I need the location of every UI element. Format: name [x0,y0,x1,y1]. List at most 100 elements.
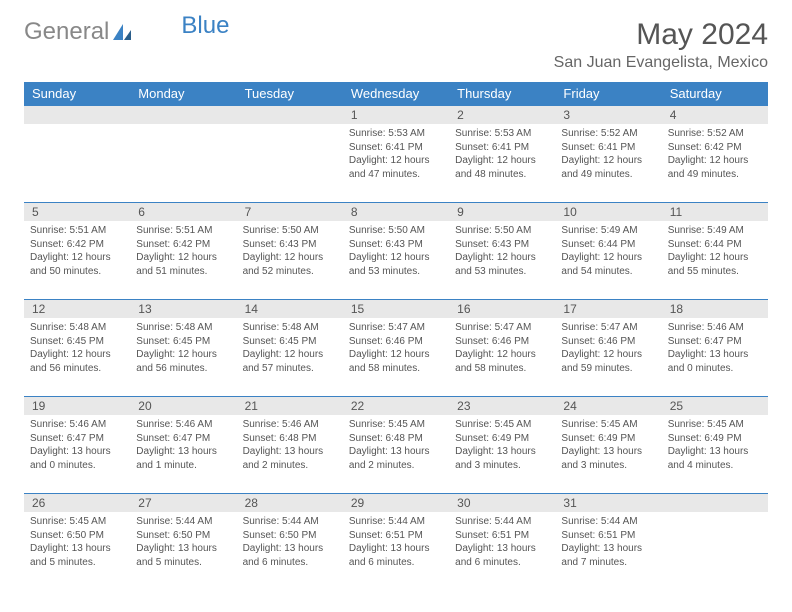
day-cell: Sunrise: 5:47 AMSunset: 6:46 PMDaylight:… [555,318,661,396]
sunrise-text: Sunrise: 5:44 AM [243,515,337,529]
daylight-text: Daylight: 12 hoursand 50 minutes. [30,251,124,278]
calendar-body: 1234Sunrise: 5:53 AMSunset: 6:41 PMDayli… [24,105,768,590]
daylight-text: Daylight: 12 hoursand 47 minutes. [349,154,443,181]
sunrise-text: Sunrise: 5:44 AM [136,515,230,529]
day-cell: Sunrise: 5:44 AMSunset: 6:50 PMDaylight:… [237,512,343,590]
daynum-row: 1234 [24,105,768,124]
daylight-text: Daylight: 13 hoursand 6 minutes. [455,542,549,569]
daylight-text: Daylight: 12 hoursand 49 minutes. [561,154,655,181]
sunset-text: Sunset: 6:45 PM [30,335,124,349]
sunrise-text: Sunrise: 5:44 AM [455,515,549,529]
day-number: 5 [24,203,130,221]
day-cell: Sunrise: 5:53 AMSunset: 6:41 PMDaylight:… [343,124,449,202]
daylight-text: Daylight: 12 hoursand 53 minutes. [349,251,443,278]
day-number: 19 [24,397,130,415]
daylight-text: Daylight: 12 hoursand 55 minutes. [668,251,762,278]
brand-part2: Blue [181,12,229,40]
sunset-text: Sunset: 6:47 PM [668,335,762,349]
day-number [24,106,130,124]
sunset-text: Sunset: 6:44 PM [561,238,655,252]
daylight-text: Daylight: 13 hoursand 0 minutes. [30,445,124,472]
day-number: 26 [24,494,130,512]
day-number: 18 [662,300,768,318]
daylight-text: Daylight: 12 hoursand 58 minutes. [455,348,549,375]
day-number: 25 [662,397,768,415]
day-cell [237,124,343,202]
day-number: 14 [237,300,343,318]
sunset-text: Sunset: 6:46 PM [349,335,443,349]
sunrise-text: Sunrise: 5:49 AM [561,224,655,238]
page-header: General Blue May 2024 San Juan Evangelis… [24,18,768,72]
day-cell: Sunrise: 5:49 AMSunset: 6:44 PMDaylight:… [662,221,768,299]
daylight-text: Daylight: 12 hoursand 56 minutes. [136,348,230,375]
day-number [237,106,343,124]
sunrise-text: Sunrise: 5:53 AM [349,127,443,141]
sunrise-text: Sunrise: 5:51 AM [136,224,230,238]
sunset-text: Sunset: 6:41 PM [349,141,443,155]
day-cell: Sunrise: 5:46 AMSunset: 6:48 PMDaylight:… [237,415,343,493]
weekday-label: Friday [555,82,661,105]
daylight-text: Daylight: 12 hoursand 53 minutes. [455,251,549,278]
day-cell: Sunrise: 5:51 AMSunset: 6:42 PMDaylight:… [130,221,236,299]
day-cell: Sunrise: 5:44 AMSunset: 6:51 PMDaylight:… [555,512,661,590]
day-cell [662,512,768,590]
sunrise-text: Sunrise: 5:46 AM [30,418,124,432]
sunrise-text: Sunrise: 5:48 AM [30,321,124,335]
sunset-text: Sunset: 6:48 PM [349,432,443,446]
day-number: 20 [130,397,236,415]
day-cell: Sunrise: 5:46 AMSunset: 6:47 PMDaylight:… [24,415,130,493]
sunset-text: Sunset: 6:48 PM [243,432,337,446]
sunrise-text: Sunrise: 5:44 AM [561,515,655,529]
day-number: 9 [449,203,555,221]
sunset-text: Sunset: 6:49 PM [668,432,762,446]
daylight-text: Daylight: 12 hoursand 51 minutes. [136,251,230,278]
day-number: 13 [130,300,236,318]
day-number: 16 [449,300,555,318]
day-cell: Sunrise: 5:47 AMSunset: 6:46 PMDaylight:… [449,318,555,396]
sunset-text: Sunset: 6:41 PM [455,141,549,155]
month-title: May 2024 [554,18,768,52]
day-number: 30 [449,494,555,512]
daylight-text: Daylight: 13 hoursand 6 minutes. [243,542,337,569]
daylight-text: Daylight: 13 hoursand 2 minutes. [243,445,337,472]
day-number: 4 [662,106,768,124]
sunset-text: Sunset: 6:46 PM [455,335,549,349]
daylight-text: Daylight: 12 hoursand 58 minutes. [349,348,443,375]
title-block: May 2024 San Juan Evangelista, Mexico [554,18,768,72]
week-row: Sunrise: 5:46 AMSunset: 6:47 PMDaylight:… [24,415,768,493]
logo-sail-icon [111,22,133,42]
daylight-text: Daylight: 12 hoursand 57 minutes. [243,348,337,375]
daynum-row: 262728293031 [24,493,768,512]
weekday-label: Tuesday [237,82,343,105]
sunset-text: Sunset: 6:42 PM [136,238,230,252]
sunrise-text: Sunrise: 5:52 AM [561,127,655,141]
day-number: 23 [449,397,555,415]
daylight-text: Daylight: 13 hoursand 6 minutes. [349,542,443,569]
day-cell: Sunrise: 5:44 AMSunset: 6:51 PMDaylight:… [343,512,449,590]
sunset-text: Sunset: 6:51 PM [561,529,655,543]
sunrise-text: Sunrise: 5:48 AM [136,321,230,335]
day-number: 27 [130,494,236,512]
daylight-text: Daylight: 13 hoursand 4 minutes. [668,445,762,472]
day-number: 6 [130,203,236,221]
daylight-text: Daylight: 13 hoursand 1 minute. [136,445,230,472]
sunrise-text: Sunrise: 5:47 AM [455,321,549,335]
sunset-text: Sunset: 6:44 PM [668,238,762,252]
sunrise-text: Sunrise: 5:45 AM [668,418,762,432]
sunset-text: Sunset: 6:41 PM [561,141,655,155]
day-cell: Sunrise: 5:44 AMSunset: 6:51 PMDaylight:… [449,512,555,590]
day-cell: Sunrise: 5:46 AMSunset: 6:47 PMDaylight:… [130,415,236,493]
daylight-text: Daylight: 13 hoursand 7 minutes. [561,542,655,569]
sunrise-text: Sunrise: 5:50 AM [349,224,443,238]
daynum-row: 19202122232425 [24,396,768,415]
day-number: 11 [662,203,768,221]
sunset-text: Sunset: 6:49 PM [455,432,549,446]
day-cell: Sunrise: 5:51 AMSunset: 6:42 PMDaylight:… [24,221,130,299]
day-number [662,494,768,512]
day-number: 28 [237,494,343,512]
sunrise-text: Sunrise: 5:50 AM [455,224,549,238]
daylight-text: Daylight: 12 hoursand 59 minutes. [561,348,655,375]
daynum-row: 567891011 [24,202,768,221]
day-cell: Sunrise: 5:44 AMSunset: 6:50 PMDaylight:… [130,512,236,590]
daylight-text: Daylight: 12 hoursand 48 minutes. [455,154,549,181]
